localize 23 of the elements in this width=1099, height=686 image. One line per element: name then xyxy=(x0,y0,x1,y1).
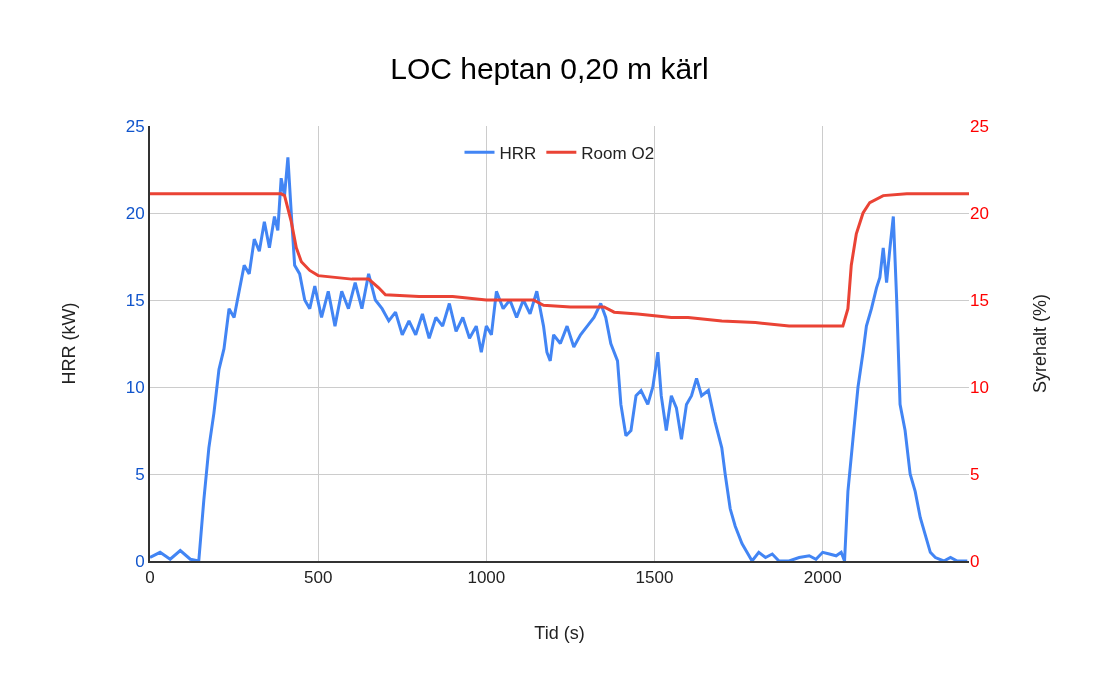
y-tick-label: 10 xyxy=(125,377,145,397)
y2-axis-title: Syrehalt (%) xyxy=(1030,293,1051,394)
legend-label: Room O2 xyxy=(581,143,655,163)
x-axis-title: Tid (s) xyxy=(534,623,585,643)
y-tick-label: 0 xyxy=(135,551,145,571)
y2-tick-label: 20 xyxy=(970,203,989,223)
y2-tick-label: 25 xyxy=(970,116,989,136)
y-tick-label: 15 xyxy=(125,290,145,310)
y2-tick-label: 5 xyxy=(970,464,980,484)
legend-label: HRR xyxy=(499,143,537,163)
y2-tick-label: 15 xyxy=(970,290,989,310)
x-tick-label: 1000 xyxy=(467,568,506,588)
y-tick-label: 5 xyxy=(135,464,145,484)
y2-tick-label: 10 xyxy=(970,377,989,397)
y-axis-title: HRR (kW) xyxy=(59,302,80,385)
line-series xyxy=(150,192,969,328)
y-tick-label: 25 xyxy=(125,116,145,136)
y2-tick-label: 0 xyxy=(970,551,980,571)
x-tick-label: 2000 xyxy=(803,568,842,588)
y-tick-label: 20 xyxy=(125,203,145,223)
x-tick-label: 1500 xyxy=(635,568,674,588)
x-tick-label: 500 xyxy=(303,568,333,588)
chart-title: LOC heptan 0,20 m kärl xyxy=(390,52,709,86)
